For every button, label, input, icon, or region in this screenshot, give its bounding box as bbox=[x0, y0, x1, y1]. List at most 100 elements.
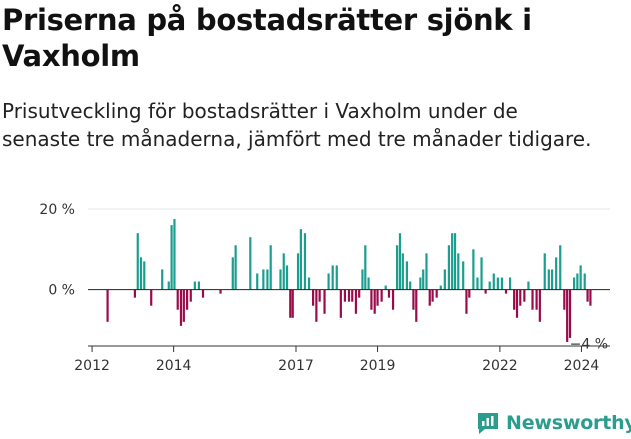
bar bbox=[547, 269, 550, 290]
bar bbox=[396, 245, 399, 290]
bar bbox=[453, 233, 457, 290]
bar bbox=[279, 269, 282, 290]
bar bbox=[318, 289, 321, 302]
bar bbox=[373, 289, 376, 314]
bar bbox=[106, 289, 109, 322]
bar bbox=[143, 261, 146, 290]
newsworthy-logo: Newsworthy bbox=[476, 408, 631, 438]
bar bbox=[559, 245, 562, 290]
bar bbox=[307, 277, 311, 290]
bar bbox=[579, 265, 582, 290]
bar bbox=[139, 257, 143, 290]
bar bbox=[380, 289, 383, 302]
x-tick-label: 2024 bbox=[564, 358, 600, 374]
bar bbox=[197, 281, 201, 290]
bar bbox=[568, 289, 572, 338]
bar bbox=[269, 245, 272, 290]
bar bbox=[425, 253, 428, 290]
bar bbox=[451, 233, 454, 290]
x-tick-label: 2017 bbox=[278, 358, 314, 374]
bar bbox=[523, 289, 526, 302]
bar bbox=[167, 281, 170, 290]
bar bbox=[538, 289, 541, 322]
x-tick-label: 2012 bbox=[74, 358, 110, 374]
bar bbox=[457, 253, 460, 290]
bar bbox=[492, 273, 495, 290]
bar bbox=[176, 289, 179, 310]
bar bbox=[586, 289, 589, 302]
bar bbox=[358, 289, 361, 298]
bar bbox=[376, 289, 379, 306]
bar bbox=[354, 289, 358, 314]
bar bbox=[576, 273, 579, 290]
bar bbox=[468, 289, 471, 298]
bar bbox=[231, 257, 234, 290]
bar bbox=[573, 277, 576, 290]
y-tick-label: 20 % bbox=[39, 202, 75, 218]
bar bbox=[496, 277, 499, 290]
bar bbox=[412, 289, 415, 310]
bar bbox=[339, 289, 342, 318]
bar bbox=[480, 257, 483, 290]
bar bbox=[133, 289, 136, 298]
bar bbox=[583, 273, 586, 290]
bar bbox=[472, 249, 475, 290]
bar bbox=[462, 261, 465, 290]
bar bbox=[550, 269, 554, 290]
x-tick-label: 2014 bbox=[156, 358, 192, 374]
bar bbox=[500, 277, 504, 290]
bar bbox=[179, 289, 183, 326]
brand-name: Newsworthy bbox=[506, 412, 631, 434]
bar bbox=[347, 289, 351, 302]
bar bbox=[282, 253, 285, 290]
bar bbox=[266, 269, 269, 290]
bar bbox=[136, 233, 139, 290]
chart-title: Priserna på bostadsrätter sjönk i Vaxhol… bbox=[2, 3, 532, 73]
bar bbox=[391, 289, 395, 310]
bar bbox=[161, 269, 164, 290]
bar bbox=[508, 277, 512, 290]
bar bbox=[331, 265, 334, 290]
bar bbox=[563, 289, 566, 310]
bar bbox=[351, 289, 354, 302]
bar bbox=[303, 233, 307, 290]
bar bbox=[409, 281, 412, 290]
bar bbox=[343, 289, 347, 302]
bar bbox=[170, 225, 173, 290]
bar bbox=[428, 289, 431, 306]
bar bbox=[296, 253, 300, 290]
bar bbox=[323, 289, 326, 314]
bar bbox=[531, 289, 534, 310]
bar bbox=[327, 273, 330, 290]
bar bbox=[484, 289, 487, 294]
bar bbox=[476, 277, 479, 290]
bar bbox=[439, 285, 442, 290]
bar bbox=[173, 219, 176, 290]
bar bbox=[513, 289, 516, 310]
bar bbox=[415, 289, 418, 322]
bar bbox=[299, 229, 302, 290]
bar bbox=[443, 269, 446, 290]
bar bbox=[182, 289, 185, 322]
bar bbox=[422, 269, 425, 290]
axis-layer: 20 % 0 % 2012 2014 2017 2019 2022 2024 −4 % bbox=[39, 202, 610, 374]
bar bbox=[435, 289, 438, 298]
bar bbox=[201, 289, 205, 298]
bar bbox=[219, 289, 222, 294]
bar bbox=[419, 277, 422, 290]
bar bbox=[289, 289, 292, 318]
bar bbox=[262, 269, 265, 290]
bars-layer bbox=[106, 219, 592, 342]
bar bbox=[515, 289, 519, 318]
bar bbox=[189, 289, 192, 302]
bar bbox=[256, 273, 259, 290]
bar bbox=[312, 289, 315, 306]
bar bbox=[384, 285, 387, 290]
bar bbox=[234, 245, 237, 290]
bar bbox=[249, 237, 252, 290]
bar bbox=[150, 289, 153, 306]
y-tick-label: 0 % bbox=[48, 283, 75, 299]
x-tick-label: 2022 bbox=[482, 358, 518, 374]
bar bbox=[387, 289, 391, 298]
bar bbox=[335, 265, 338, 290]
